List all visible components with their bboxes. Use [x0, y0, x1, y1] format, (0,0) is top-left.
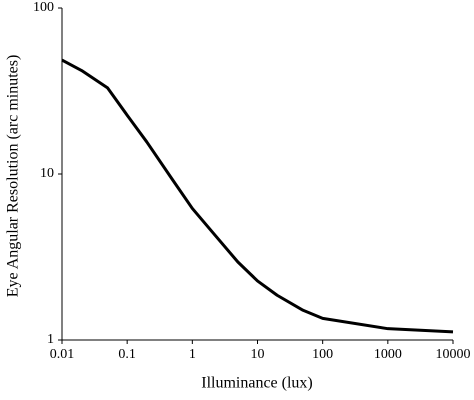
x-tick-label: 10000 [436, 347, 471, 362]
x-tick-label: 1 [189, 347, 196, 362]
line-series [61, 58, 454, 334]
y-axis-title: Eye Angular Resolution (arc minutes) [5, 55, 22, 298]
x-axis-title: Illuminance (lux) [201, 375, 313, 392]
x-tick-label: 1000 [374, 347, 402, 362]
x-tick-label: 0.1 [118, 347, 136, 362]
x-tick-label: 10 [251, 347, 265, 362]
y-tick-label: 1 [47, 332, 54, 347]
x-tick-label: 0.01 [50, 347, 75, 362]
y-tick-label: 100 [33, 0, 54, 15]
y-tick-label: 10 [40, 166, 54, 181]
x-tick-label: 100 [312, 347, 333, 362]
